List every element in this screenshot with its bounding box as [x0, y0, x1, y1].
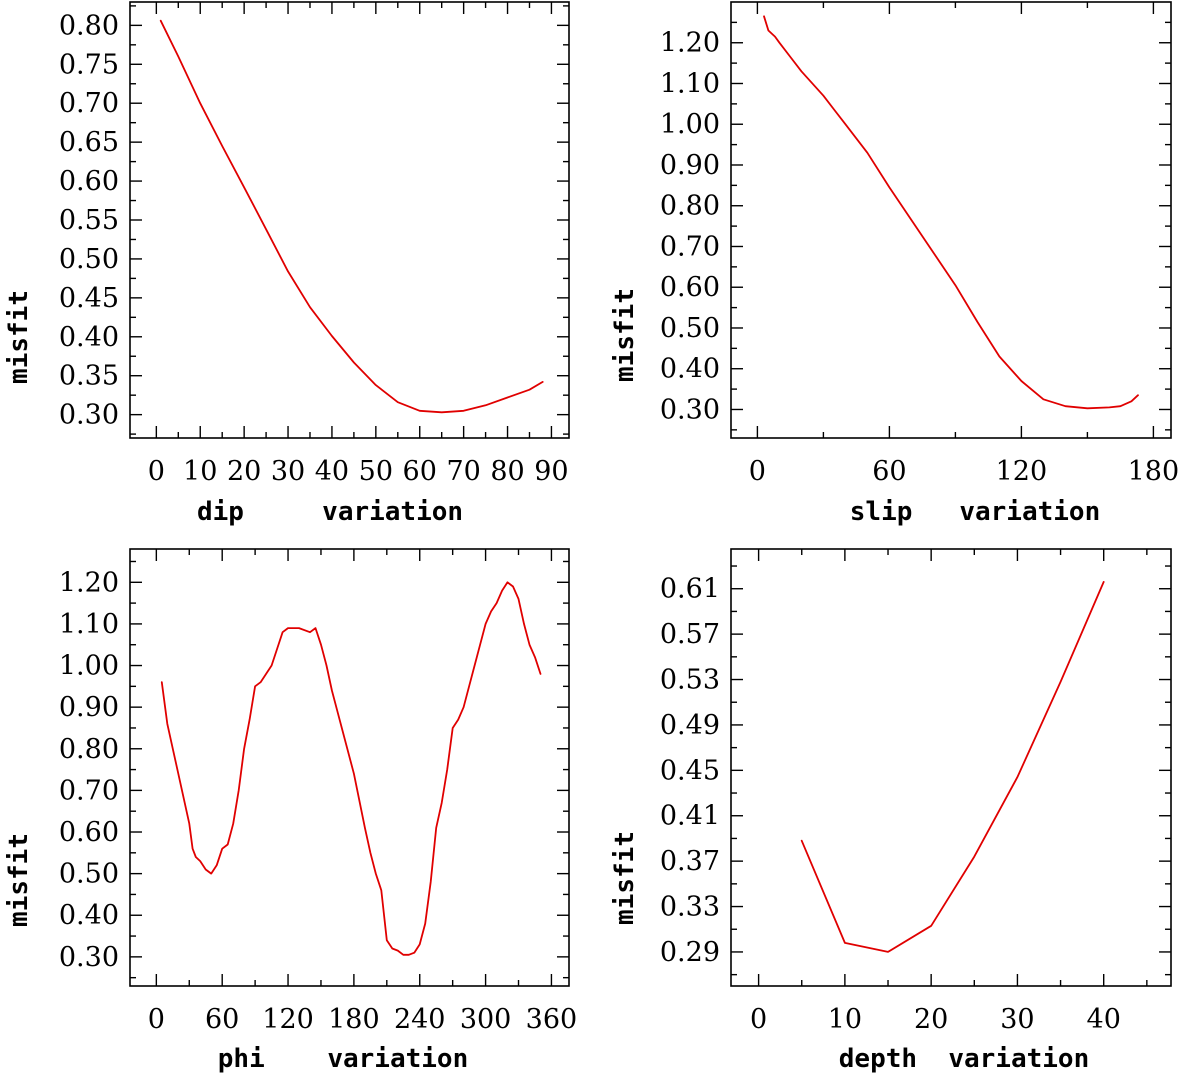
dip-y-tick-label: 0.80 [59, 10, 119, 41]
depth-x-tick-label: 10 [828, 1004, 862, 1035]
dip-y-axis-label: misfit [4, 290, 34, 384]
dip-y-tick-label: 0.75 [59, 49, 119, 80]
phi-x-tick-label: 0 [148, 1004, 165, 1035]
depth-plot-frame [730, 548, 1172, 987]
phi-y-tick-label: 1.10 [59, 609, 119, 640]
dip-x-tick-label: 70 [446, 456, 480, 487]
depth-y-tick-label: 0.61 [660, 574, 720, 605]
slip-y-tick-label: 0.40 [660, 354, 720, 385]
slip-y-tick-label: 0.90 [660, 150, 720, 181]
dip-x-tick-label: 60 [403, 456, 437, 487]
dip-y-tick-label: 0.70 [59, 88, 119, 119]
slip-x-tick-label: 60 [872, 456, 906, 487]
phi-y-tick-label: 0.40 [59, 900, 119, 931]
phi-x-tick-label: 120 [262, 1004, 314, 1035]
depth-y-tick-label: 0.37 [660, 846, 720, 877]
phi-misfit-line [160, 581, 542, 956]
phi-y-tick-label: 0.90 [59, 692, 119, 723]
slip-y-tick-label: 0.60 [660, 272, 720, 303]
phi-y-tick-label: 1.20 [59, 567, 119, 598]
slip-y-tick-label: 0.70 [660, 231, 720, 262]
dip-x-tick-label: 30 [271, 456, 305, 487]
phi-x-tick-label: 240 [394, 1004, 446, 1035]
depth-y-axis-label: misfit [610, 831, 640, 925]
depth-y-tick-label: 0.45 [660, 755, 720, 786]
slip-x-tick-label: 180 [1128, 456, 1180, 487]
slip-plot-frame [730, 1, 1172, 439]
depth-x-tick-label: 30 [1000, 1004, 1034, 1035]
depth-y-tick-label: 0.29 [660, 937, 720, 968]
dip-y-tick-label: 0.30 [59, 400, 119, 431]
depth-x-tick-label: 0 [750, 1004, 767, 1035]
dip-x-tick-label: 10 [183, 456, 217, 487]
slip-y-tick-label: 1.10 [660, 68, 720, 99]
slip-variation-panel: 0.30 0.40 0.50 0.60 0.70 0.80 0.90 1.00 1.10 1.20… [610, 1, 1180, 527]
depth-misfit-line [800, 581, 1105, 953]
phi-y-tick-label: 0.30 [59, 942, 119, 973]
depth-y-tick-label: 0.33 [660, 892, 720, 923]
phi-x-tick-label: 180 [328, 1004, 380, 1035]
dip-y-tick-label: 0.65 [59, 127, 119, 158]
phi-y-tick-label: 0.50 [59, 859, 119, 890]
phi-x-axis-label: phi variation [218, 1044, 468, 1074]
dip-x-tick-label: 0 [148, 456, 165, 487]
dip-misfit-line [159, 19, 544, 414]
phi-y-tick-label: 0.80 [59, 734, 119, 765]
dip-y-tick-label: 0.55 [59, 205, 119, 236]
depth-y-tick-label: 0.57 [660, 619, 720, 650]
slip-x-tick-label: 0 [749, 456, 766, 487]
dip-x-axis-label: dip variation [197, 497, 463, 527]
depth-variation-panel: 0.29 0.33 0.37 0.41 0.45 0.49 0.53 0.57 0.61 0 10 2… [610, 548, 1172, 1074]
phi-x-tick-label: 300 [460, 1004, 512, 1035]
slip-y-tick-label: 1.20 [660, 28, 720, 59]
depth-x-tick-label: 20 [914, 1004, 948, 1035]
dip-y-tick-label: 0.40 [59, 322, 119, 353]
depth-y-tick-label: 0.41 [660, 801, 720, 832]
depth-x-tick-label: 40 [1087, 1004, 1121, 1035]
phi-x-tick-label: 360 [526, 1004, 578, 1035]
dip-plot-frame [129, 1, 570, 439]
slip-misfit-line [763, 15, 1139, 410]
dip-x-tick-label: 40 [315, 456, 349, 487]
dip-y-tick-label: 0.60 [59, 166, 119, 197]
slip-x-axis-label: slip variation [850, 497, 1100, 527]
dip-y-tick-label: 0.50 [59, 244, 119, 275]
slip-y-tick-label: 0.80 [660, 191, 720, 222]
slip-y-tick-label: 1.00 [660, 109, 720, 140]
slip-y-tick-label: 0.50 [660, 313, 720, 344]
dip-y-tick-label: 0.35 [59, 361, 119, 392]
slip-y-tick-label: 0.30 [660, 394, 720, 425]
depth-y-tick-label: 0.49 [660, 710, 720, 741]
phi-variation-panel: 0.30 0.40 0.50 0.60 0.70 0.80 0.90 1.00 1.10 1.20… [4, 548, 578, 1074]
phi-x-tick-label: 60 [205, 1004, 239, 1035]
slip-y-axis-label: misfit [610, 288, 640, 382]
phi-y-axis-label: misfit [4, 833, 34, 927]
phi-y-tick-label: 1.00 [59, 651, 119, 682]
depth-x-axis-label: depth variation [839, 1044, 1089, 1074]
phi-y-tick-label: 0.70 [59, 775, 119, 806]
depth-y-tick-label: 0.53 [660, 665, 720, 696]
slip-x-tick-label: 120 [996, 456, 1048, 487]
phi-y-tick-label: 0.60 [59, 817, 119, 848]
dip-x-tick-label: 90 [534, 456, 568, 487]
dip-x-tick-label: 50 [359, 456, 393, 487]
dip-y-tick-label: 0.45 [59, 283, 119, 314]
dip-x-tick-label: 80 [490, 456, 524, 487]
phi-plot-frame [129, 548, 570, 987]
dip-x-tick-label: 20 [227, 456, 261, 487]
dip-variation-panel: 0.30 0.35 0.40 0.45 0.50 0.55 0.60 0.65 0.70 0.75… [4, 1, 570, 527]
